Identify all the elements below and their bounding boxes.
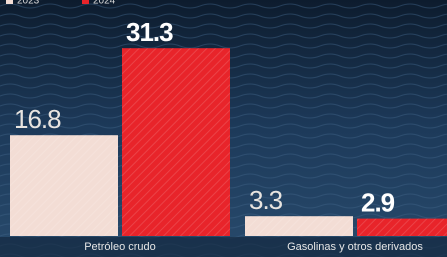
value-label: 2.9: [361, 187, 395, 217]
legend-swatch: [82, 0, 89, 4]
value-label: 3.3: [249, 185, 283, 215]
bar-texture: [122, 48, 230, 236]
value-label: 31.3: [126, 17, 173, 47]
chart: 2023* 2024* 16.8 31.3 Petróleo crudo 3.3 2.9 Ga…: [0, 0, 447, 257]
legend-swatch: [6, 0, 13, 4]
bar-texture: [10, 135, 118, 236]
bar-texture: [357, 219, 447, 236]
x-tick-label: Petróleo crudo: [84, 241, 156, 253]
x-tick-label: Gasolinas y otros derivados: [287, 241, 423, 253]
legend-label: 2023*: [17, 0, 43, 7]
legend-label: 2024*: [93, 0, 119, 7]
bar-texture: [245, 216, 353, 236]
page: 2023* 2024* 16.8 31.3 Petróleo crudo 3.3 2.9 Ga…: [0, 0, 447, 257]
value-label: 16.8: [14, 104, 61, 134]
